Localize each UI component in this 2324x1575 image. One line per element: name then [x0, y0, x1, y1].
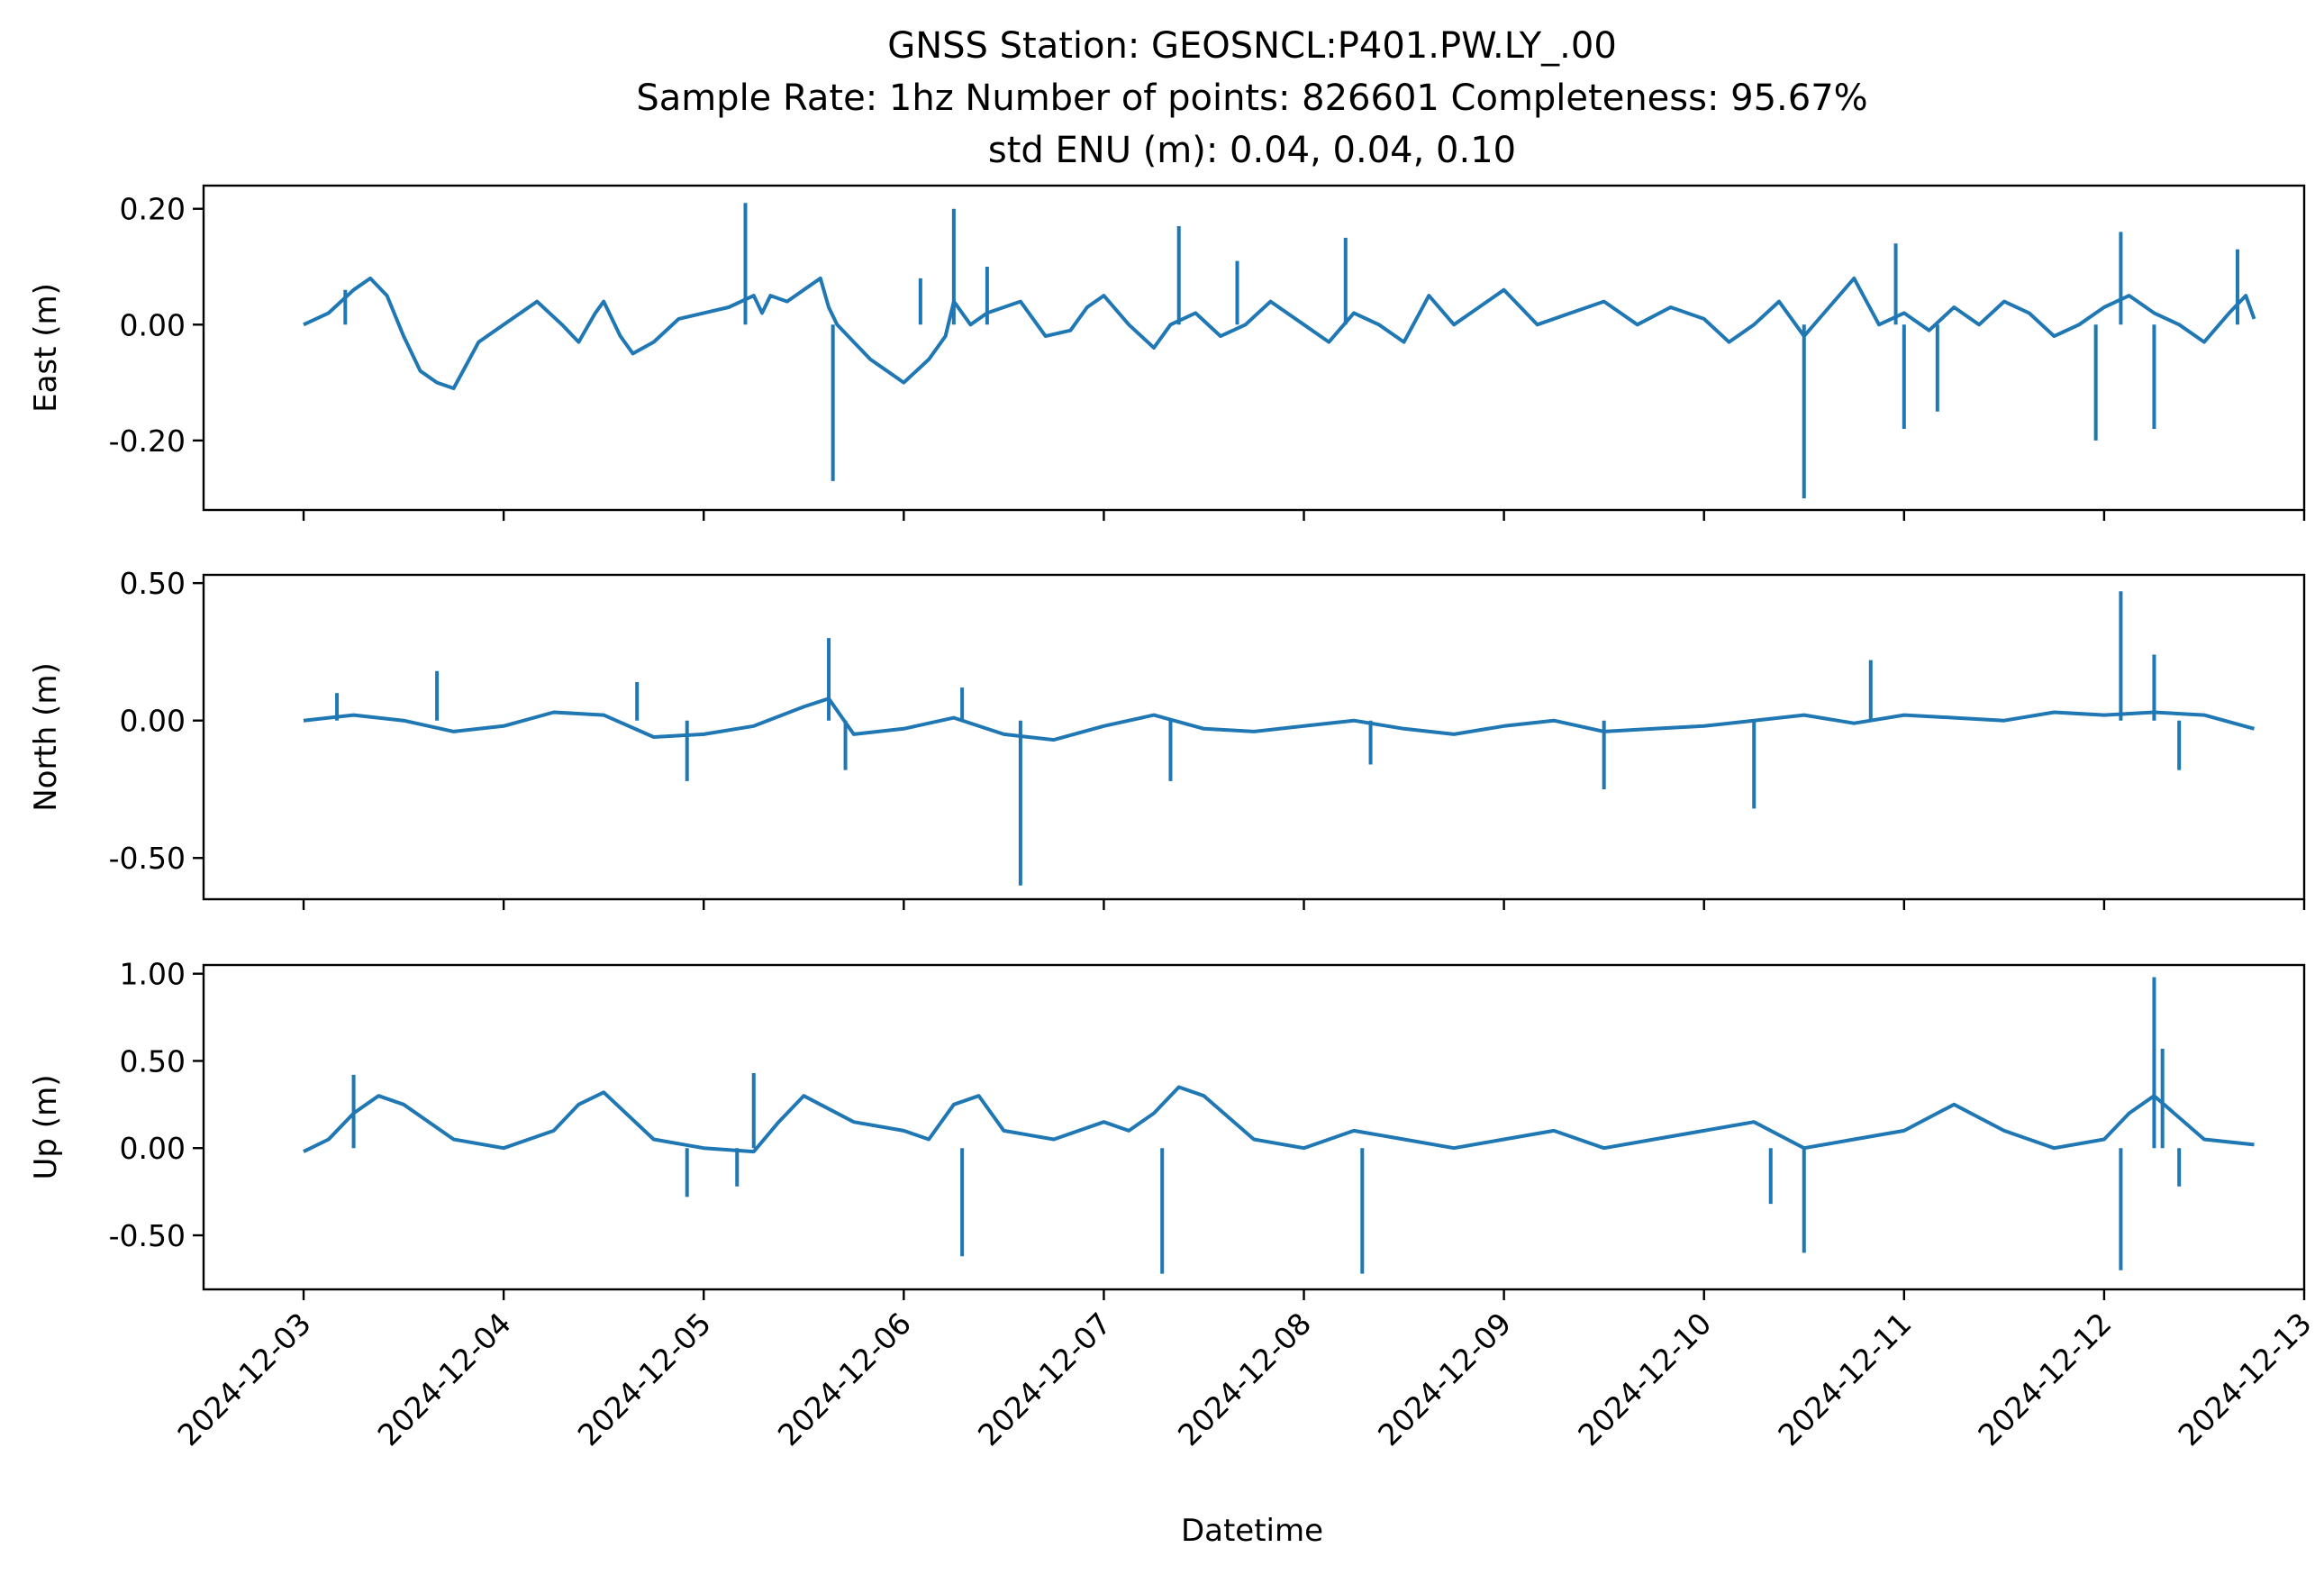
north-ytick-label-2: -0.50: [109, 841, 186, 876]
north-y-axis-label: North (m): [28, 662, 64, 812]
north-ytick-label-0: 0.50: [120, 566, 186, 601]
north-axes-frame: [202, 573, 2306, 901]
subplot-north: 0.50 0.00 -0.50 North (m): [28, 566, 2306, 910]
north-ytick-label-1: 0.00: [120, 704, 186, 739]
east-series-line: [303, 276, 2256, 390]
up-ytick-label-1: 0.50: [120, 1043, 186, 1079]
x-axis-label: Datetime: [1181, 1513, 1323, 1549]
east-ytick-label-0: 0.20: [120, 192, 186, 227]
figure-title: GNSS Station: GEOSNCL:P401.PW.LY_.00 Sam…: [636, 25, 1867, 171]
title-line-1: GNSS Station: GEOSNCL:P401.PW.LY_.00: [887, 25, 1617, 67]
up-ytick-label-3: -0.50: [109, 1218, 186, 1253]
up-axes-frame: [202, 963, 2306, 1291]
north-series-line: [303, 696, 2256, 742]
subplot-east: 0.20 0.00 -0.20 East (m): [28, 184, 2306, 521]
up-y-axis-label: Up (m): [28, 1075, 64, 1180]
east-axes-frame: [202, 184, 2306, 512]
subplots: 0.20 0.00 -0.20 East (m) 0.50 0.00 -0.50 North …: [28, 184, 2306, 1300]
up-series-line: [303, 1085, 2255, 1154]
east-ytick-label-2: -0.20: [109, 423, 186, 459]
east-ytick-label-1: 0.00: [120, 307, 186, 342]
title-line-3: std ENU (m): 0.04, 0.04, 0.10: [988, 130, 1516, 171]
title-line-2: Sample Rate: 1hz Number of points: 82660…: [636, 77, 1867, 119]
up-ytick-label-2: 0.00: [120, 1131, 186, 1166]
subplot-up: 1.00 0.50 0.00 -0.50 Up (m): [28, 957, 2306, 1300]
up-ytick-label-0: 1.00: [120, 957, 186, 992]
east-y-axis-label: East (m): [28, 283, 64, 413]
